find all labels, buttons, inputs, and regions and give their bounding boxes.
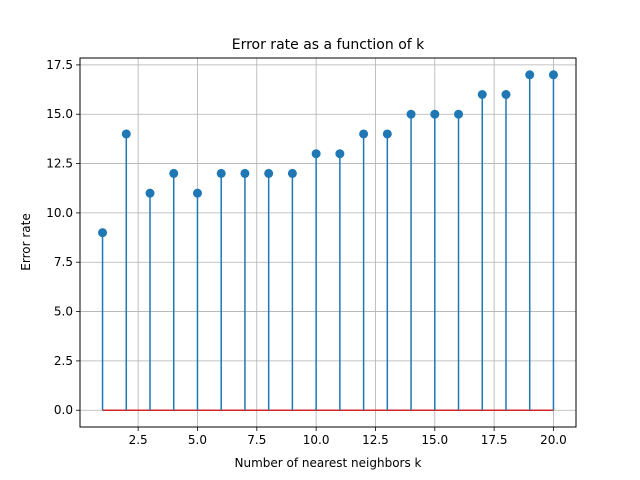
y-tick-label: 0.0 [54, 403, 73, 417]
x-tick-label: 5.0 [188, 433, 207, 447]
stem-marker [430, 109, 440, 119]
stem-layer [98, 70, 558, 411]
stem-marker [406, 109, 416, 119]
stem-marker [311, 149, 321, 159]
plot-frame [79, 57, 577, 428]
stem-marker [240, 168, 250, 178]
stem-marker [98, 228, 108, 238]
x-tick-label: 2.5 [129, 433, 148, 447]
stem-marker [382, 129, 392, 139]
x-tick-label: 12.5 [362, 433, 389, 447]
stem-marker [501, 90, 511, 100]
x-axis-ticks: 2.5 5.0 7.5 10.0 12.5 15.0 17.5 20.0 [129, 427, 567, 447]
x-tick-label: 7.5 [247, 433, 266, 447]
x-tick-label: 20.0 [540, 433, 567, 447]
y-axis-label: Error rate [19, 213, 33, 270]
x-axis-label: Number of nearest neighbors k [234, 456, 421, 470]
y-tick-label: 12.5 [46, 157, 73, 171]
x-tick-label: 17.5 [481, 433, 508, 447]
x-tick-label: 15.0 [421, 433, 448, 447]
stem-marker [216, 168, 226, 178]
y-tick-label: 2.5 [54, 354, 73, 368]
chart-title: Error rate as a function of k [232, 37, 425, 53]
stem-marker [359, 129, 369, 139]
stem-marker [121, 129, 131, 139]
plot-area [80, 58, 576, 427]
stem-marker [192, 188, 202, 198]
y-tick-label: 17.5 [46, 58, 73, 72]
y-tick-label: 7.5 [54, 255, 73, 269]
y-tick-label: 15.0 [46, 107, 73, 121]
stem-marker [548, 70, 558, 80]
stem-marker [525, 70, 535, 80]
y-axis-ticks: 0.0 2.5 5.0 7.5 10.0 12.5 15.0 17.5 [46, 58, 80, 417]
stem-marker [335, 149, 345, 159]
stem-marker [477, 90, 487, 100]
stem-marker [145, 188, 155, 198]
y-tick-label: 10.0 [46, 206, 73, 220]
stem-marker [454, 109, 464, 119]
stem-marker [287, 168, 297, 178]
x-tick-label: 10.0 [303, 433, 330, 447]
stem-marker [264, 168, 274, 178]
stem-marker [169, 168, 179, 178]
y-tick-label: 5.0 [54, 305, 73, 319]
